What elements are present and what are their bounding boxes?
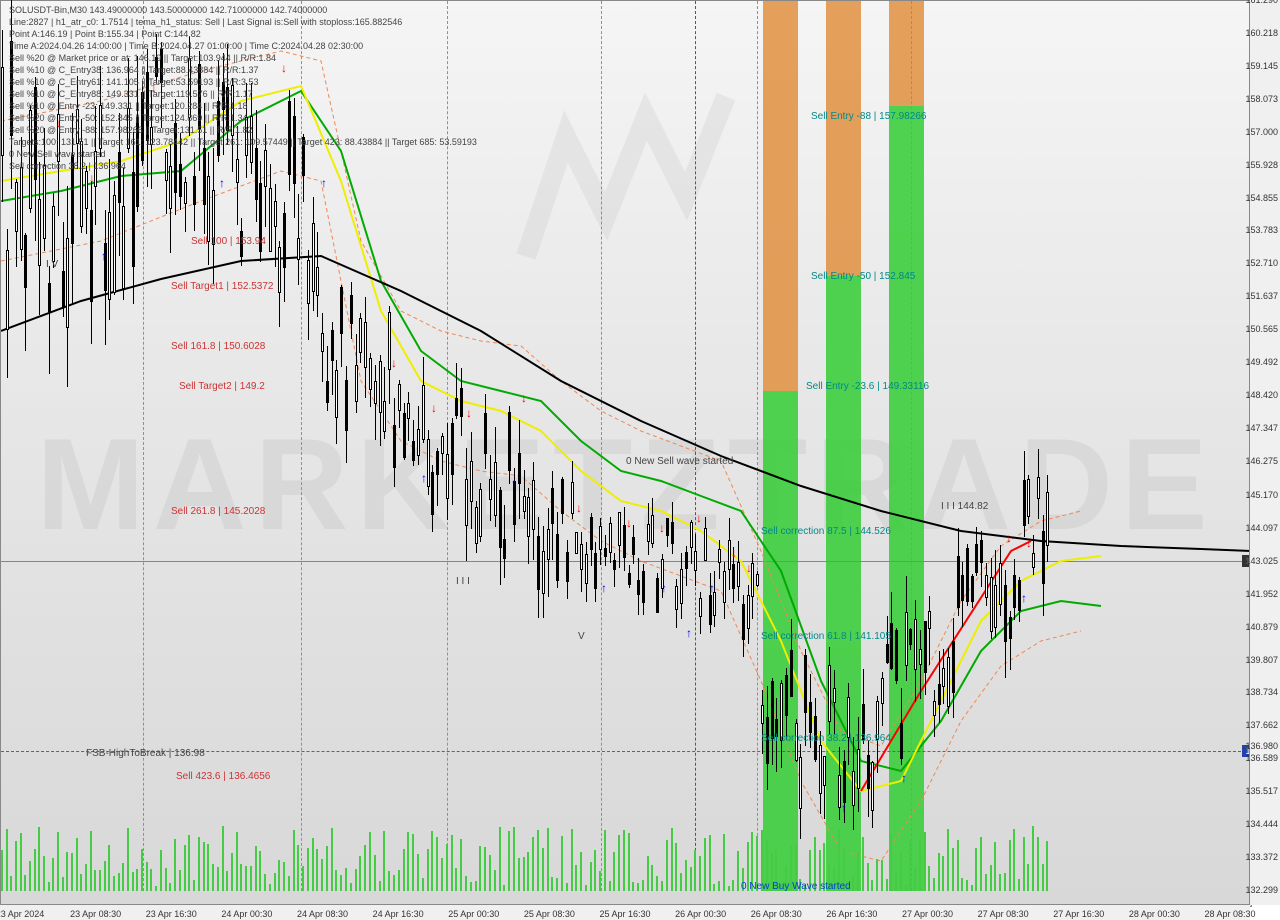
x-axis: 23 Apr 202423 Apr 08:3023 Apr 16:3024 Ap… <box>0 904 1250 920</box>
y-axis: 161.290160.218159.145158.073157.000155.9… <box>1249 0 1280 905</box>
watermark-logo <box>506 77 746 324</box>
chart-container: MARKETZTRADE ↓↓↑↓↑↓↑↓↑↓↓↑↓↓↑↓↓↑↑↓↑↓↓↑↑↓↓… <box>0 0 1280 920</box>
chart-plot-area[interactable]: MARKETZTRADE ↓↓↑↓↑↓↑↓↑↓↓↑↓↓↑↓↓↑↑↓↑↓↓↑↑↓↓… <box>0 0 1252 907</box>
